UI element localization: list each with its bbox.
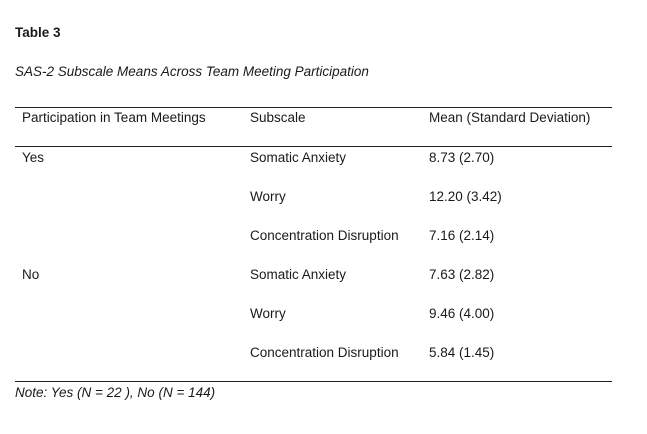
row-mean: 5.84 (1.45) bbox=[429, 345, 495, 360]
row-subscale: Somatic Anxiety bbox=[250, 150, 347, 165]
row-group: No bbox=[22, 267, 40, 282]
row-subscale: Worry bbox=[250, 306, 286, 321]
header-participation: Participation in Team Meetings bbox=[22, 110, 206, 125]
row-mean: 8.73 (2.70) bbox=[429, 150, 495, 165]
row-group: Yes bbox=[22, 150, 45, 165]
row-subscale: Worry bbox=[250, 189, 286, 204]
table-number: Table 3 bbox=[15, 25, 61, 40]
row-mean: 7.63 (2.82) bbox=[429, 267, 495, 282]
row-subscale: Somatic Anxiety bbox=[250, 267, 347, 282]
table-top-rule bbox=[15, 107, 612, 108]
header-mean: Mean (Standard Deviation) bbox=[429, 110, 591, 125]
table-header-rule bbox=[15, 146, 612, 147]
row-mean: 7.16 (2.14) bbox=[429, 228, 495, 243]
row-mean: 12.20 (3.42) bbox=[429, 189, 502, 204]
row-subscale: Concentration Disruption bbox=[250, 228, 399, 243]
row-subscale: Concentration Disruption bbox=[250, 345, 399, 360]
header-subscale: Subscale bbox=[250, 110, 306, 125]
table-note: Note: Yes (N = 22 ), No (N = 144) bbox=[15, 385, 216, 400]
table-bottom-rule bbox=[15, 381, 612, 382]
table-title: SAS-2 Subscale Means Across Team Meeting… bbox=[15, 64, 369, 79]
row-mean: 9.46 (4.00) bbox=[429, 306, 495, 321]
